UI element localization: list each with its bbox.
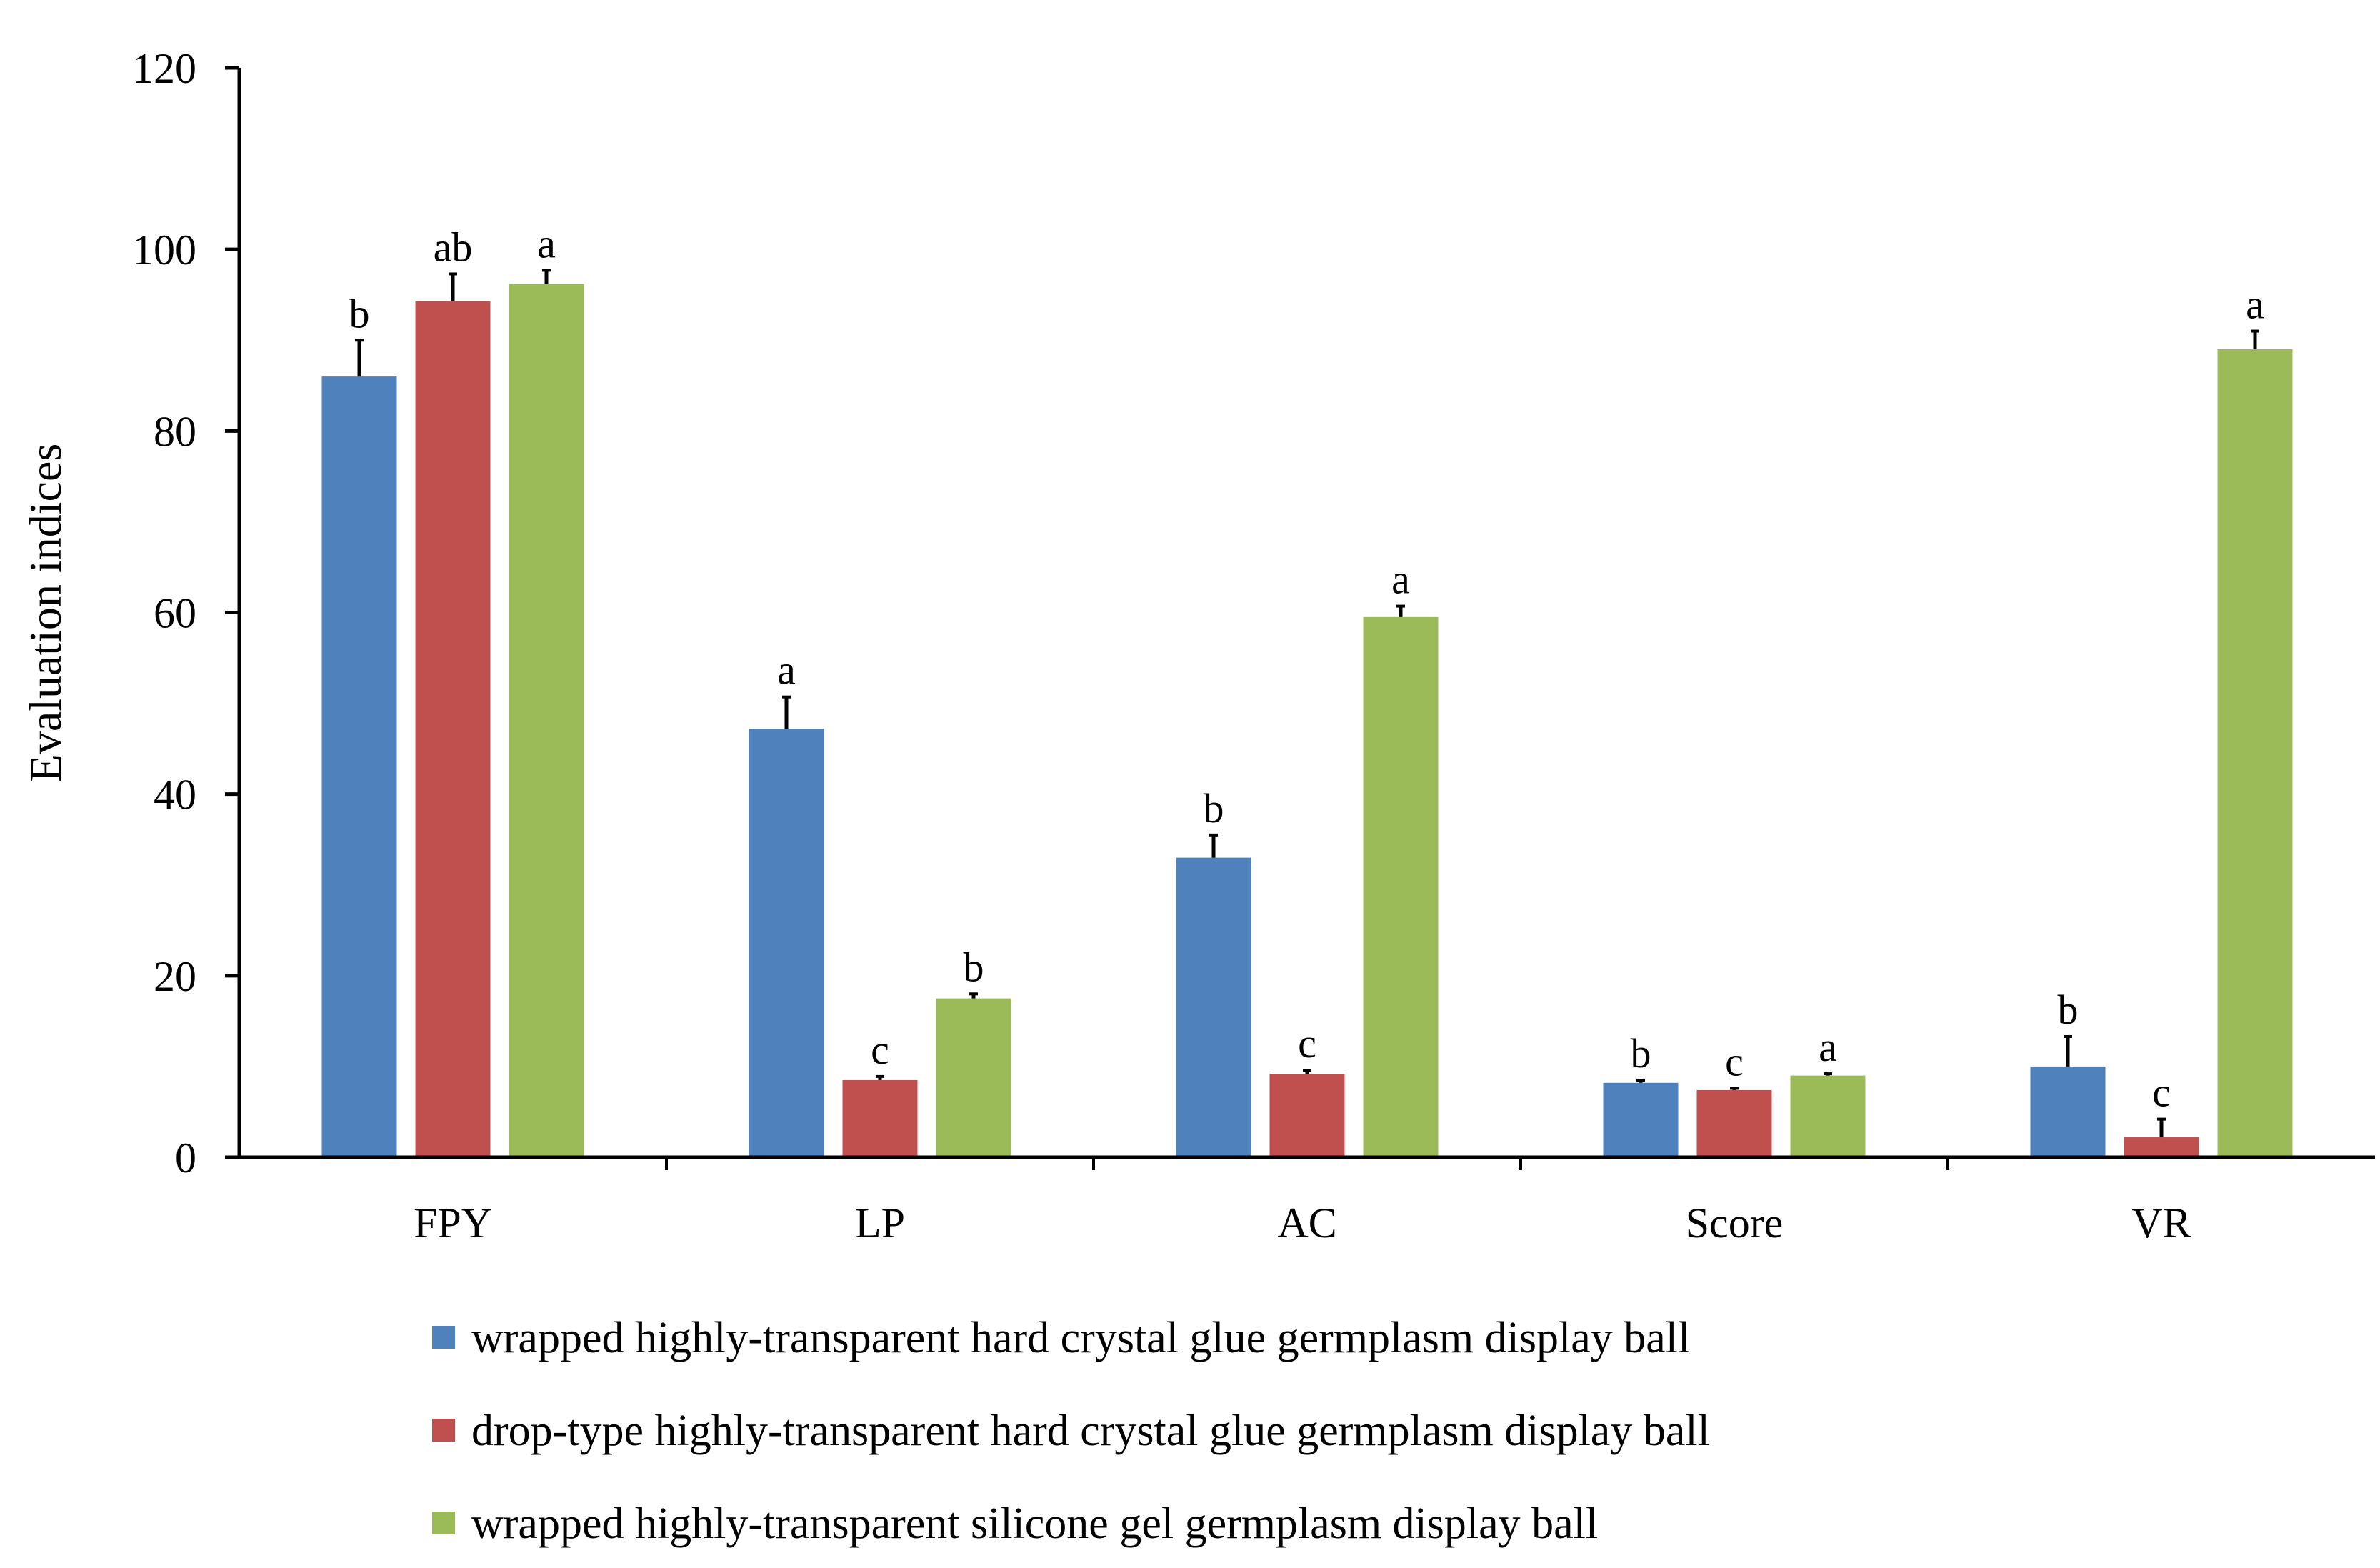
bar <box>1269 1074 1345 1157</box>
significance-label: c <box>2152 1069 2171 1116</box>
bar <box>1176 857 1251 1157</box>
bar <box>2124 1137 2199 1157</box>
bar <box>1363 616 1439 1157</box>
significance-label: c <box>1725 1038 1744 1084</box>
bars-layer <box>321 284 2293 1158</box>
legend-swatch <box>432 1326 455 1349</box>
y-tick-label: 120 <box>132 45 196 92</box>
significance-label: a <box>1819 1024 1837 1070</box>
legend-label: drop-type highly-transparent hard crysta… <box>471 1407 1710 1455</box>
significance-label: ab <box>434 224 473 270</box>
significance-label: a <box>2246 281 2264 328</box>
x-tick-label: VR <box>2131 1199 2191 1247</box>
bar <box>749 729 824 1157</box>
significance-label: c <box>871 1027 889 1073</box>
legend-swatch <box>432 1419 455 1442</box>
significance-label: b <box>1631 1030 1651 1077</box>
significance-label: b <box>2058 987 2079 1033</box>
bar <box>1603 1082 1679 1157</box>
y-axis-title: Evaluation indices <box>20 444 71 783</box>
bar <box>936 998 1011 1157</box>
y-tick-label: 40 <box>154 771 196 819</box>
significance-label: a <box>537 220 556 266</box>
bar <box>2030 1066 2106 1157</box>
significance-label: b <box>349 290 370 336</box>
x-tick-label: Score <box>1686 1199 1784 1247</box>
bar <box>2217 349 2293 1157</box>
x-tick-label: AC <box>1277 1199 1336 1247</box>
axes-layer: 0 20 40 60 80 100 120 FPY LP AC Score VR <box>132 45 2375 1247</box>
bar <box>1696 1089 1772 1157</box>
error-bars-layer <box>355 269 2259 1138</box>
legend-label: wrapped highly-transparent silicone gel … <box>471 1499 1598 1548</box>
y-axis-title-group: Evaluation indices <box>20 444 71 783</box>
bar <box>415 301 491 1158</box>
bar <box>842 1079 918 1157</box>
bar <box>509 284 584 1157</box>
legend: wrapped highly-transparent hard crystal … <box>432 1314 1710 1548</box>
significance-label: b <box>1204 785 1224 832</box>
y-tick-label: 0 <box>175 1134 196 1182</box>
y-tick-label: 100 <box>132 226 196 274</box>
legend-swatch <box>432 1512 455 1534</box>
bar <box>1790 1075 1866 1157</box>
y-tick-label: 60 <box>154 590 196 637</box>
significance-label: a <box>1391 556 1410 603</box>
x-tick-label: FPY <box>414 1199 492 1247</box>
legend-label: wrapped highly-transparent hard crystal … <box>471 1314 1690 1362</box>
significance-label: a <box>777 647 796 694</box>
significance-label: c <box>1298 1020 1316 1067</box>
significance-label: b <box>964 944 984 990</box>
y-tick-label: 20 <box>154 953 196 1000</box>
bar <box>321 376 397 1158</box>
x-tick-label: LP <box>855 1199 905 1247</box>
y-tick-label: 80 <box>154 408 196 455</box>
